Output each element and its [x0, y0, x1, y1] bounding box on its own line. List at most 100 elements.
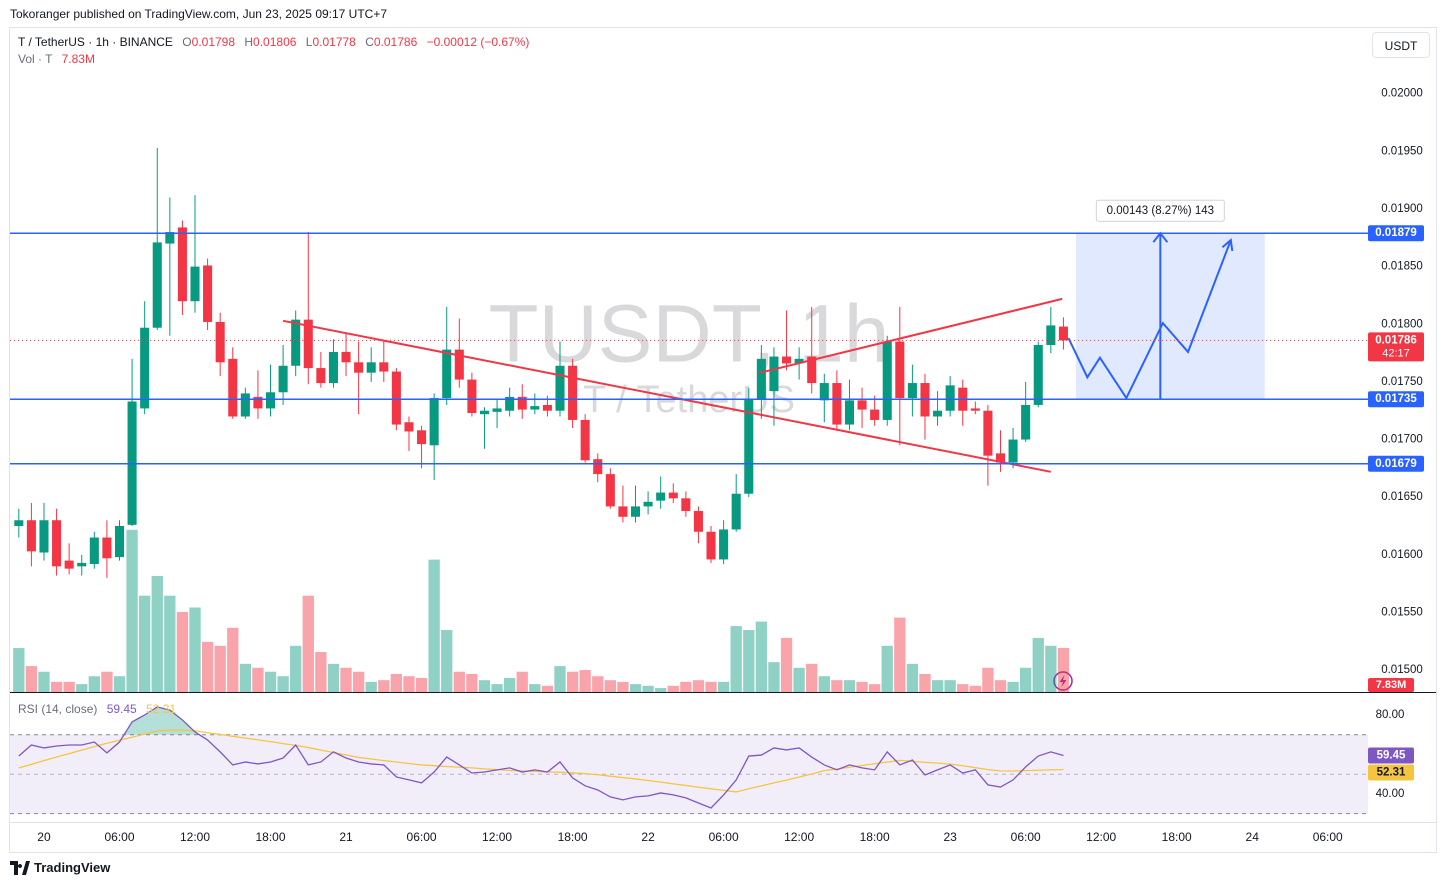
volume-bar [290, 645, 302, 692]
candle-body [568, 365, 578, 420]
candle-body [832, 383, 842, 425]
volume-badge [1368, 678, 1414, 692]
volume-bar [38, 671, 50, 692]
volume-bar [592, 676, 604, 692]
volume-bar [919, 673, 931, 692]
volume-bar [403, 676, 415, 692]
logo-shape[interactable] [10, 860, 30, 875]
logo-text[interactable]: TradingView [34, 860, 111, 875]
alert-icon[interactable] [1053, 671, 1073, 691]
ohlc-letter: C [365, 35, 374, 49]
countdown: 42:17 [1382, 347, 1410, 359]
rsi-badge [1368, 747, 1414, 764]
volume-bar [1057, 647, 1070, 692]
volume-bar [529, 684, 541, 692]
candle-body [265, 392, 276, 409]
x-tick-label: 18:00 [860, 830, 890, 844]
volume-bar [164, 595, 176, 692]
rsi-ma-badge [1368, 764, 1414, 781]
x-tick-label: 24 [1246, 830, 1260, 844]
level-badge [1368, 391, 1424, 408]
candle-body [303, 319, 313, 369]
candle-body [253, 396, 263, 409]
footer-logo[interactable]: TradingView [10, 860, 110, 875]
volume-bar [340, 667, 352, 692]
ohlc-letter: H [244, 35, 254, 49]
volume-bar [629, 684, 642, 692]
x-tick-label: 12:00 [1086, 830, 1116, 844]
volume-bar [604, 680, 617, 692]
volume-bar [806, 663, 818, 692]
x-tick-label: 06:00 [709, 830, 739, 844]
logo-icon[interactable] [10, 860, 30, 875]
volume-bar [1045, 645, 1057, 692]
y-tick-label: 0.02000 [1381, 88, 1423, 100]
ohlc-letter: O [182, 35, 192, 49]
rsi-ma-badge-label: 52.31 [1377, 767, 1406, 779]
volume-bar [428, 559, 440, 692]
volume-bar [63, 681, 75, 692]
y-tick-label: 0.01800 [1381, 318, 1423, 330]
volume-bar [730, 626, 742, 692]
x-tick-label: 12:00 [784, 830, 814, 844]
volume-bar [25, 666, 38, 692]
candle-body [228, 358, 238, 417]
candle-body [341, 351, 351, 363]
x-tick-label: 18:00 [256, 830, 286, 844]
candle-body [52, 520, 62, 567]
y-tick-label: 0.01550 [1381, 606, 1423, 618]
volume-bar [667, 685, 679, 692]
candle-body [643, 501, 653, 507]
x-tick-label: 12:00 [482, 830, 512, 844]
candle-body [479, 410, 490, 415]
projection-arrowhead [1221, 238, 1234, 252]
candle-body [630, 506, 641, 517]
x-tick-label: 06:00 [407, 830, 437, 844]
candle-body [14, 520, 24, 526]
volume-bar [579, 670, 591, 692]
candle-body [39, 520, 49, 553]
rsi-line [18, 706, 1064, 809]
chart-frame [9, 27, 1437, 853]
volume-bar [692, 680, 705, 692]
alert-bolt[interactable] [1059, 675, 1067, 687]
level-label: 0.01879 [1375, 227, 1417, 239]
y-tick-label: 0.01700 [1381, 434, 1423, 446]
candle-body [542, 404, 552, 411]
candle-body [454, 349, 464, 380]
rsi-overbought-fill [124, 706, 200, 735]
volume-bar [466, 673, 478, 692]
volume-bar [478, 680, 491, 692]
volume-bar [503, 677, 516, 692]
y-tick-label: 0.01850 [1381, 261, 1423, 273]
candle-body [89, 537, 99, 565]
volume-bar [50, 681, 63, 692]
candle-body [291, 319, 301, 366]
symbol-legend: T / TetherUS · 1h · BINANCE O0.01798 H0.… [18, 35, 529, 49]
volume-bar [1007, 681, 1019, 692]
y-tick-label: 0.01750 [1381, 376, 1423, 388]
rsi-tick-label: 40.00 [1376, 788, 1405, 800]
volume-bar [441, 630, 453, 692]
volume-bar [1032, 637, 1044, 692]
candle-body [467, 379, 477, 414]
ohlc-value: 0.01806 [253, 35, 297, 49]
level-label: 0.01735 [1375, 393, 1417, 405]
volume-bar [13, 648, 25, 692]
x-tick-label: 18:00 [1162, 830, 1192, 844]
volume-bar [315, 652, 327, 692]
currency-button[interactable]: USDT [1372, 32, 1430, 58]
candle-body [995, 453, 1006, 463]
ohlc-value: 0.01786 [373, 35, 418, 49]
volume-bar [453, 671, 465, 692]
candle-body [165, 232, 175, 244]
volume-bar [617, 681, 629, 692]
volume-bar [201, 641, 214, 692]
volume-bar [139, 595, 151, 692]
volume-bar [881, 645, 893, 692]
candle-body [857, 400, 867, 410]
candle-body [593, 459, 603, 475]
volume-bar [415, 677, 428, 692]
volume-value: 7.83M [61, 52, 95, 66]
level-badge [1368, 455, 1424, 472]
